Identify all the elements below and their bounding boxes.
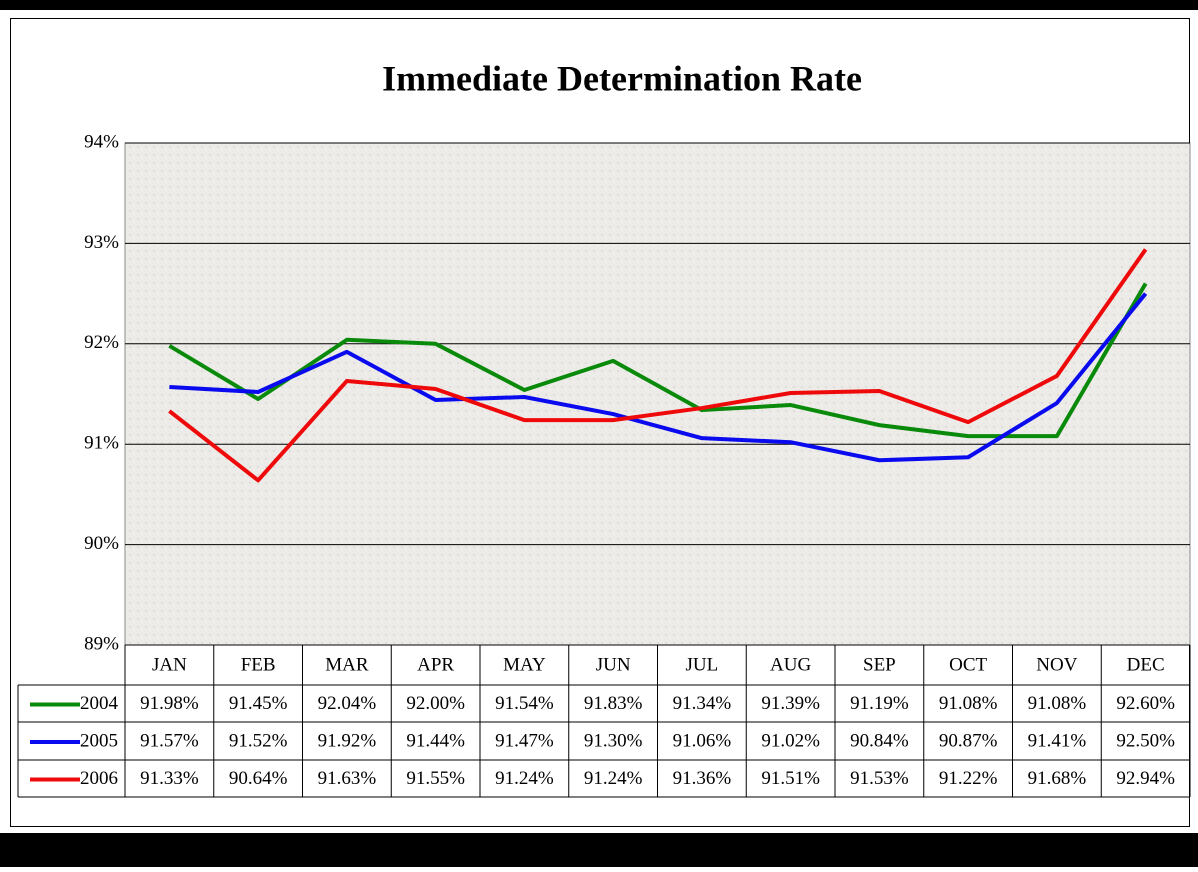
table-value: 91.36% xyxy=(673,768,732,789)
legend-label: 2004 xyxy=(80,693,119,714)
table-value: 91.22% xyxy=(939,768,998,789)
table-value: 91.02% xyxy=(761,730,820,751)
y-tick-label: 89% xyxy=(84,633,119,654)
table-value: 91.08% xyxy=(939,693,998,714)
table-value: 91.47% xyxy=(495,730,554,751)
y-tick-label: 90% xyxy=(84,533,119,554)
y-tick-label: 92% xyxy=(84,332,119,353)
table-value: 92.60% xyxy=(1116,693,1175,714)
x-tick-label: OCT xyxy=(949,654,987,675)
legend-label: 2005 xyxy=(80,730,118,751)
table-value: 91.92% xyxy=(318,730,377,751)
series-line xyxy=(168,248,1148,483)
table-value: 91.34% xyxy=(673,693,732,714)
table-value: 91.57% xyxy=(140,730,199,751)
series-line xyxy=(168,282,1148,439)
table-value: 91.08% xyxy=(1028,693,1087,714)
table-value: 90.87% xyxy=(939,730,998,751)
plot-area xyxy=(124,142,1191,646)
table-value: 91.98% xyxy=(140,693,199,714)
x-tick-label: APR xyxy=(417,654,454,675)
table-value: 91.54% xyxy=(495,693,554,714)
x-tick-label: MAY xyxy=(503,654,546,675)
x-tick-label: NOV xyxy=(1036,654,1077,675)
table-value: 92.04% xyxy=(318,693,377,714)
table-value: 90.64% xyxy=(229,768,288,789)
table-value: 91.52% xyxy=(229,730,288,751)
table-value: 91.63% xyxy=(318,768,377,789)
y-tick-label: 94% xyxy=(84,131,119,152)
table-value: 91.45% xyxy=(229,693,288,714)
x-tick-label: JAN xyxy=(152,654,187,675)
x-tick-label: DEC xyxy=(1127,654,1165,675)
table-value: 91.83% xyxy=(584,693,643,714)
table-value: 91.68% xyxy=(1028,768,1087,789)
table-value: 92.94% xyxy=(1116,768,1175,789)
x-tick-label: JUL xyxy=(686,654,719,675)
table-value: 90.84% xyxy=(850,730,909,751)
y-tick-label: 91% xyxy=(84,433,119,454)
series-line xyxy=(169,292,1148,463)
top-bar xyxy=(0,0,1198,10)
x-tick-label: AUG xyxy=(770,654,811,675)
table-value: 91.24% xyxy=(495,768,554,789)
table-value: 91.19% xyxy=(850,693,909,714)
table-value: 91.33% xyxy=(140,768,199,789)
table-value: 91.44% xyxy=(406,730,465,751)
table-value: 91.55% xyxy=(406,768,465,789)
table-value: 91.24% xyxy=(584,768,643,789)
y-tick-label: 93% xyxy=(84,232,119,253)
table-value: 91.30% xyxy=(584,730,643,751)
legend-label: 2006 xyxy=(80,768,118,789)
table-value: 91.51% xyxy=(761,768,820,789)
x-tick-label: JUN xyxy=(596,654,631,675)
table-value: 91.39% xyxy=(761,693,820,714)
table-value: 92.00% xyxy=(406,693,465,714)
bottom-bar xyxy=(0,833,1198,867)
chart-title: Immediate Determination Rate xyxy=(382,58,862,98)
x-tick-label: MAR xyxy=(325,654,369,675)
x-tick-label: FEB xyxy=(241,654,276,675)
x-tick-label: SEP xyxy=(863,654,896,675)
table-value: 91.53% xyxy=(850,768,909,789)
table-value: 92.50% xyxy=(1116,730,1175,751)
table-value: 91.41% xyxy=(1028,730,1087,751)
table-value: 91.06% xyxy=(673,730,732,751)
